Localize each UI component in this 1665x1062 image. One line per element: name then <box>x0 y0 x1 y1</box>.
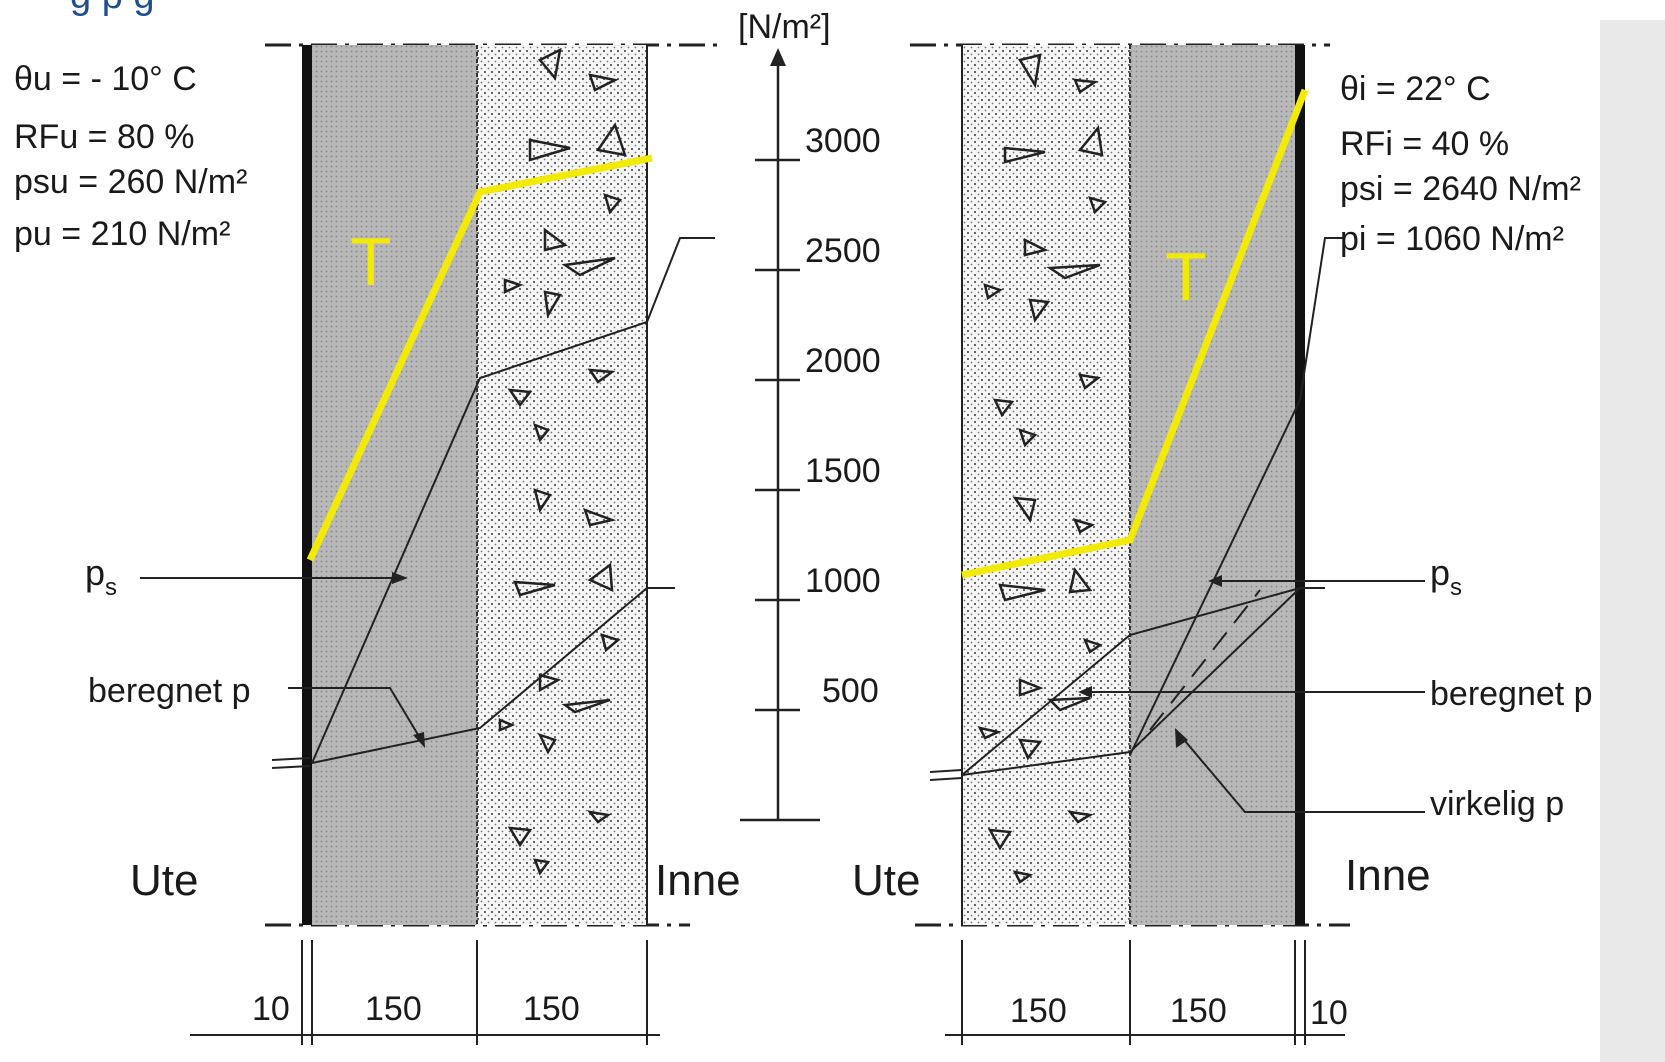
left-ps-label: ps <box>85 552 117 601</box>
left-conditions: θu = - 10° C RFu = 80 % psu = 260 N/m² p… <box>14 60 247 253</box>
right-dimensions <box>945 940 1345 1045</box>
left-dim-2: 150 <box>365 990 422 1028</box>
header-fragment: g p g <box>70 0 155 17</box>
right-p: pi = 1060 N/m² <box>1340 220 1564 258</box>
left-dimensions <box>190 940 660 1045</box>
left-p: pu = 210 N/m² <box>14 215 230 253</box>
right-ps-curve <box>1129 237 1345 756</box>
right-temperature-label: T <box>1165 239 1207 315</box>
tick-label: 3000 <box>805 122 881 160</box>
left-p-curve <box>271 587 675 769</box>
right-theta: θi = 22° C <box>1340 70 1491 108</box>
left-inne-label: Inne <box>655 856 741 905</box>
left-ps: psu = 260 N/m² <box>14 163 247 201</box>
tick-label: 1000 <box>805 562 881 600</box>
left-wall <box>265 43 720 927</box>
right-conditions: θi = 22° C RFi = 40 % psi = 2640 N/m² pi… <box>1340 70 1581 258</box>
axis-tick-labels: 3000 2500 2000 1500 1000 500 <box>805 122 881 710</box>
tick-label: 2000 <box>805 342 881 380</box>
right-ute-label: Ute <box>852 856 920 905</box>
right-wall <box>910 43 1350 927</box>
right-rf: RFi = 40 % <box>1340 125 1509 163</box>
right-virkelig-p-label: virkelig p <box>1430 785 1564 823</box>
right-aggregate <box>977 53 1108 884</box>
right-dim-1: 150 <box>1010 992 1067 1030</box>
left-concrete-layer <box>477 45 647 925</box>
left-theta: θu = - 10° C <box>14 60 197 98</box>
left-insulation-layer <box>312 45 477 925</box>
pressure-axis <box>740 58 820 822</box>
left-p-label: beregnet p <box>88 672 251 710</box>
right-p-curve <box>929 587 1325 781</box>
axis-arrowhead <box>770 48 786 66</box>
left-dim-3: 150 <box>523 990 580 1028</box>
left-rf: RFu = 80 % <box>14 118 194 156</box>
right-ps: psi = 2640 N/m² <box>1340 170 1581 208</box>
tick-label: 1500 <box>805 452 881 490</box>
right-ps-label: ps <box>1430 552 1462 601</box>
left-aggregate <box>498 47 627 876</box>
right-virkelig-p-curve <box>1149 589 1261 731</box>
axis-unit-label: [N/m²] <box>738 8 831 46</box>
right-concrete-layer <box>962 45 1130 925</box>
right-temperature-line <box>961 88 1309 579</box>
left-dim-1: 10 <box>252 990 290 1028</box>
right-p-label: beregnet p <box>1430 675 1593 713</box>
right-inne-label: Inne <box>1345 851 1431 900</box>
left-ps-curve <box>311 237 715 764</box>
left-temperature-line <box>306 154 653 562</box>
tick-label: 500 <box>822 672 879 710</box>
left-temperature-label: T <box>350 224 392 300</box>
scan-shadow <box>1600 20 1665 1062</box>
tick-label: 2500 <box>805 232 881 270</box>
right-dim-2: 150 <box>1170 992 1227 1030</box>
left-ute-label: Ute <box>130 856 198 905</box>
right-dim-3: 10 <box>1310 994 1348 1032</box>
